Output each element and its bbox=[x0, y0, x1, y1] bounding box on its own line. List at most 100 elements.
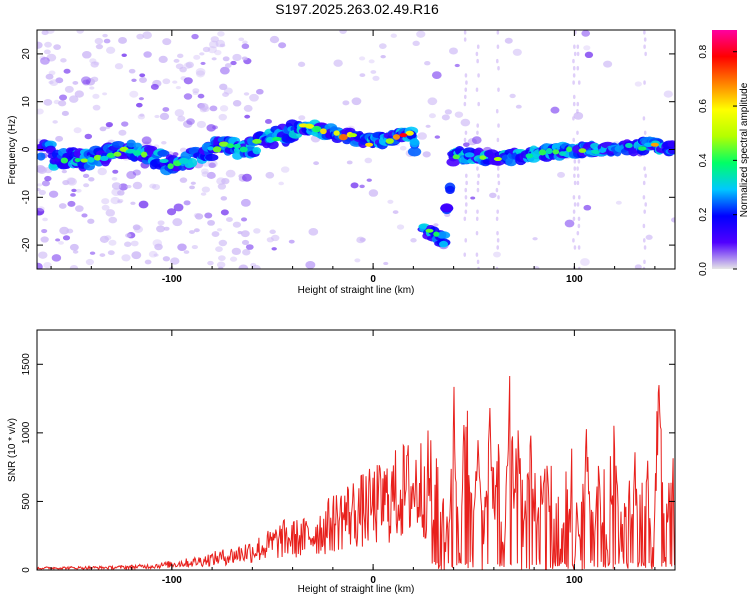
spectrogram-streak bbox=[476, 166, 479, 171]
spectrogram-streak bbox=[572, 58, 575, 64]
spectrogram-core bbox=[179, 157, 189, 164]
spectrogram-speckle bbox=[37, 208, 45, 216]
spectrogram-speckle bbox=[188, 230, 195, 235]
spectrogram-core bbox=[643, 142, 654, 148]
spectrogram-speckle bbox=[124, 241, 132, 247]
spectrogram-streak bbox=[464, 87, 468, 92]
colorbar-tick-label: 0.8 bbox=[698, 44, 709, 58]
spectrogram-streak bbox=[644, 173, 647, 178]
spectrogram-speckle bbox=[359, 73, 366, 78]
spectrogram-speckle bbox=[99, 253, 106, 257]
spectrogram-speckle bbox=[460, 118, 471, 127]
spectrogram-band-blob bbox=[667, 140, 675, 148]
spectrogram-streak bbox=[577, 80, 581, 85]
spectrogram-streak bbox=[577, 195, 581, 200]
spectrogram-streak bbox=[464, 209, 468, 214]
spectrogram-speckle bbox=[142, 31, 152, 40]
spectrogram-hotspot bbox=[399, 133, 408, 138]
spectrogram-speckle bbox=[89, 86, 95, 90]
spectrogram-streak bbox=[572, 216, 576, 222]
spectrogram-speckle bbox=[84, 133, 93, 140]
spectrogram-speckle bbox=[271, 234, 280, 242]
spectrogram-streak bbox=[497, 123, 500, 128]
spectrogram-speckle bbox=[202, 46, 211, 53]
spectrogram-speckle bbox=[126, 171, 137, 179]
spectrogram-speckle bbox=[278, 42, 287, 49]
spectrogram-streak bbox=[497, 173, 500, 178]
spectrogram-speckle bbox=[156, 225, 166, 233]
spectrogram-speckle bbox=[212, 125, 218, 130]
spectrogram-speckle bbox=[196, 120, 207, 129]
spectrogram-streak bbox=[476, 187, 480, 193]
spectrogram-core bbox=[585, 150, 593, 155]
spectrogram-speckle bbox=[37, 164, 46, 173]
spectrogram-speckle bbox=[72, 80, 79, 85]
spectrogram-speckle bbox=[75, 205, 84, 212]
spectrogram-speckle bbox=[584, 51, 594, 59]
spectrogram-speckle bbox=[81, 76, 92, 85]
spectrogram-streak bbox=[573, 51, 577, 57]
spectrogram-streak bbox=[465, 202, 468, 207]
spectrogram-speckle bbox=[82, 173, 90, 179]
spectrogram-speckle bbox=[173, 58, 180, 63]
spectrogram-core bbox=[74, 158, 81, 163]
snr-y-tick-label: 500 bbox=[21, 493, 32, 510]
spectrogram-core bbox=[545, 147, 553, 155]
spectrogram-core bbox=[167, 163, 174, 170]
spectrogram-speckle bbox=[52, 120, 58, 124]
spectrogram-speckle bbox=[454, 111, 464, 118]
spectrogram-speckle bbox=[200, 61, 206, 65]
spectrogram-speckle bbox=[193, 213, 201, 218]
spectrogram-speckle bbox=[74, 90, 84, 98]
spectrogram-speckle bbox=[121, 53, 127, 57]
spectrogram-streak bbox=[497, 87, 500, 92]
spectrogram-speckle bbox=[43, 98, 53, 106]
spectrogram-speckle bbox=[422, 151, 431, 158]
spectrogram-core bbox=[637, 146, 647, 151]
spectrogram-speckle bbox=[217, 31, 225, 37]
spectrogram-speckle bbox=[209, 105, 218, 112]
spectrogram-speckle bbox=[288, 239, 295, 244]
spectrogram-speckle bbox=[107, 250, 115, 256]
spectrogram-speckle bbox=[557, 171, 566, 178]
spectrogram-speckle bbox=[194, 213, 204, 220]
spectrogram-speckle bbox=[97, 167, 107, 176]
spectrogram-speckle bbox=[69, 95, 79, 103]
spectrogram-speckle bbox=[313, 161, 320, 166]
spectrogram-speckle bbox=[183, 77, 193, 85]
spectrogram-hotspot bbox=[493, 157, 502, 162]
spectrogram-streak bbox=[495, 216, 499, 222]
spectrogram-speckle bbox=[40, 236, 49, 243]
spectrogram-streak bbox=[496, 137, 500, 143]
spectrogram-speckle bbox=[192, 88, 200, 94]
spectrogram-speckle bbox=[238, 37, 245, 42]
spectrogram-speckle bbox=[243, 104, 253, 112]
spectrogram-speckle bbox=[232, 99, 242, 107]
spectrogram-speckle bbox=[55, 135, 64, 142]
spectrogram-speckle bbox=[532, 237, 538, 241]
spectrogram-speckle bbox=[186, 118, 195, 125]
spectrogram-speckle bbox=[208, 40, 219, 49]
snr-x-tick-label: -100 bbox=[162, 575, 182, 586]
spectrogram-streak bbox=[464, 238, 468, 243]
spectrogram-streak bbox=[477, 266, 480, 269]
spectrogram-speckle bbox=[177, 243, 187, 252]
spectrogram-speckle bbox=[42, 217, 48, 222]
spectrogram-speckle bbox=[241, 173, 252, 182]
spectrogram-speckle bbox=[671, 217, 675, 223]
spectrogram-speckle bbox=[90, 61, 99, 68]
spectrogram-speckle bbox=[390, 33, 397, 38]
spectrogram-speckle bbox=[69, 265, 79, 269]
spectrogram-speckle bbox=[114, 63, 124, 70]
spectrogram-speckle bbox=[387, 199, 394, 204]
spectrogram-speckle bbox=[59, 94, 68, 101]
spectrogram-core bbox=[140, 151, 148, 158]
snr-y-tick-label: 1500 bbox=[21, 353, 32, 376]
spectrogram-speckle bbox=[399, 145, 407, 151]
spectrogram-speckle bbox=[583, 45, 591, 51]
spectrogram-speckle bbox=[163, 226, 170, 231]
spectrogram-speckle bbox=[427, 97, 438, 106]
spectrogram-speckle bbox=[133, 225, 144, 233]
spectrogram-streak bbox=[495, 58, 499, 64]
